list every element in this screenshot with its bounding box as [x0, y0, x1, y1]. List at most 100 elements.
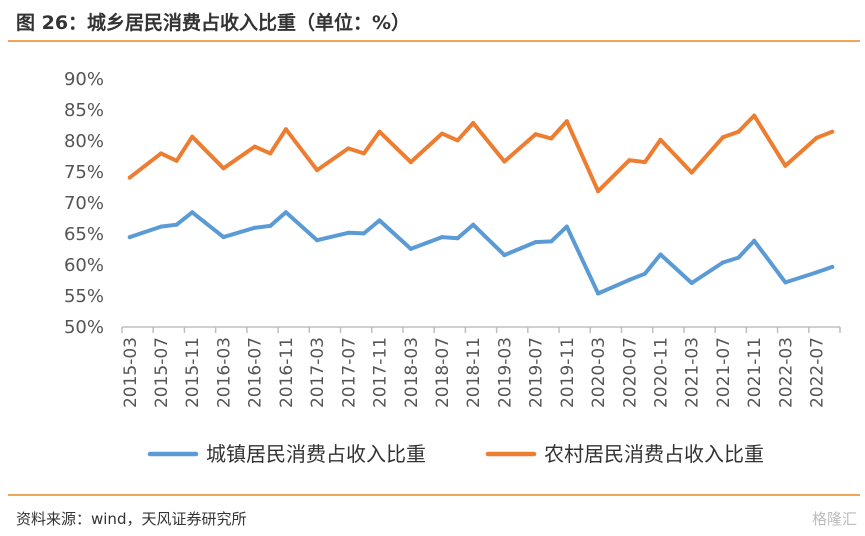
- data-point: [658, 137, 663, 142]
- data-point: [502, 253, 507, 258]
- y-tick-label: 65%: [64, 224, 104, 245]
- data-point: [783, 163, 788, 168]
- y-axis: 50% 55% 60% 65% 70% 75% 80% 85% 90%: [64, 69, 104, 338]
- x-tick-label: 2022-03: [776, 337, 796, 408]
- data-point: [440, 235, 444, 240]
- data-point: [174, 222, 179, 227]
- data-point: [346, 230, 351, 235]
- x-tick-label: 2016-07: [246, 337, 266, 408]
- data-point: [455, 236, 460, 241]
- footer-divider: [8, 494, 860, 496]
- x-tick-label: 2016-03: [214, 337, 234, 408]
- x-tick-label: 2018-11: [464, 337, 484, 408]
- data-point: [627, 158, 632, 163]
- data-point: [564, 224, 569, 229]
- x-tick-label: 2020-07: [620, 337, 640, 408]
- data-point: [830, 129, 835, 134]
- data-point: [455, 138, 460, 143]
- data-point: [814, 135, 819, 140]
- data-point: [268, 223, 273, 228]
- data-point: [221, 166, 226, 171]
- data-point: [174, 158, 179, 163]
- data-point: [627, 277, 632, 282]
- data-point: [720, 260, 725, 265]
- data-point: [471, 121, 476, 125]
- data-point: [361, 151, 366, 156]
- data-point: [159, 224, 163, 229]
- data-point: [252, 225, 257, 230]
- data-point: [221, 235, 226, 240]
- chart-legend: 城镇居民消费占收入比重 农村居民消费占收入比重: [147, 442, 764, 466]
- x-tick-label: 2019-03: [495, 337, 515, 408]
- data-point: [596, 189, 601, 194]
- x-tick-label: 2015-07: [152, 337, 172, 408]
- data-point: [502, 159, 507, 164]
- data-point: [440, 131, 444, 136]
- x-tick-label: 2019-07: [527, 337, 547, 408]
- watermark-logo: 格隆汇: [811, 510, 857, 528]
- x-axis: 2015-03 2015-07 2015-11 2016-03 2016-07 2016-…: [121, 326, 841, 408]
- x-tick-label: 2018-07: [433, 337, 453, 408]
- data-point: [564, 119, 569, 124]
- source-note: 资料来源：wind，天风证券研究所: [16, 510, 247, 528]
- data-point: [283, 127, 288, 132]
- y-tick-label: 80%: [64, 131, 104, 152]
- data-point: [642, 271, 647, 276]
- y-tick-label: 85%: [64, 100, 104, 121]
- data-point: [736, 129, 741, 134]
- y-tick-label: 55%: [64, 286, 104, 307]
- data-point: [752, 238, 757, 243]
- x-tick-label: 2021-03: [683, 337, 703, 408]
- data-point: [752, 113, 757, 118]
- x-tick-label: 2017-07: [339, 337, 359, 408]
- legend-label: 农村居民消费占收入比重: [544, 442, 764, 466]
- data-point: [408, 246, 413, 251]
- data-point: [190, 134, 195, 139]
- data-point: [720, 135, 725, 140]
- data-point: [642, 160, 647, 165]
- series-line-urban: [127, 210, 835, 296]
- data-point: [159, 151, 163, 156]
- data-point: [252, 144, 257, 149]
- x-tick-label: 2017-11: [371, 337, 391, 408]
- y-tick-label: 70%: [64, 193, 104, 214]
- y-tick-label: 90%: [64, 69, 104, 90]
- data-point: [315, 168, 320, 173]
- data-point: [361, 231, 366, 236]
- data-point: [471, 222, 476, 227]
- x-tick-label: 2016-11: [277, 337, 297, 408]
- data-point: [190, 210, 195, 215]
- data-point: [408, 160, 413, 165]
- data-point: [596, 291, 601, 296]
- series-line-rural: [127, 113, 835, 194]
- data-point: [533, 240, 538, 245]
- data-point: [315, 238, 320, 243]
- legend-label: 城镇居民消费占收入比重: [206, 442, 426, 466]
- y-tick-label: 60%: [64, 255, 104, 276]
- y-tick-label: 50%: [64, 317, 104, 338]
- x-tick-label: 2018-03: [402, 337, 422, 408]
- data-point: [658, 252, 663, 257]
- x-tick-label: 2021-07: [714, 337, 734, 408]
- data-point: [549, 136, 554, 141]
- data-point: [783, 280, 788, 285]
- data-point: [736, 255, 741, 260]
- data-point: [830, 264, 835, 269]
- data-point: [689, 170, 694, 175]
- x-tick-label: 2021-11: [745, 337, 765, 408]
- x-tick-label: 2022-07: [808, 337, 828, 408]
- data-point: [377, 218, 382, 223]
- y-tick-label: 75%: [64, 162, 104, 183]
- x-tick-label: 2019-11: [558, 337, 578, 408]
- data-point: [127, 175, 132, 180]
- data-point: [689, 281, 694, 285]
- title-divider: [8, 40, 860, 42]
- figure-title: 图 26：城乡居民消费占收入比重（单位：%）: [16, 12, 411, 34]
- data-point: [814, 270, 819, 275]
- data-point: [346, 146, 351, 151]
- data-point: [127, 235, 132, 240]
- x-tick-label: 2020-11: [652, 337, 672, 408]
- series-layer: [127, 113, 835, 296]
- x-tick-label: 2020-03: [589, 337, 609, 408]
- x-tick-label: 2015-03: [121, 337, 141, 408]
